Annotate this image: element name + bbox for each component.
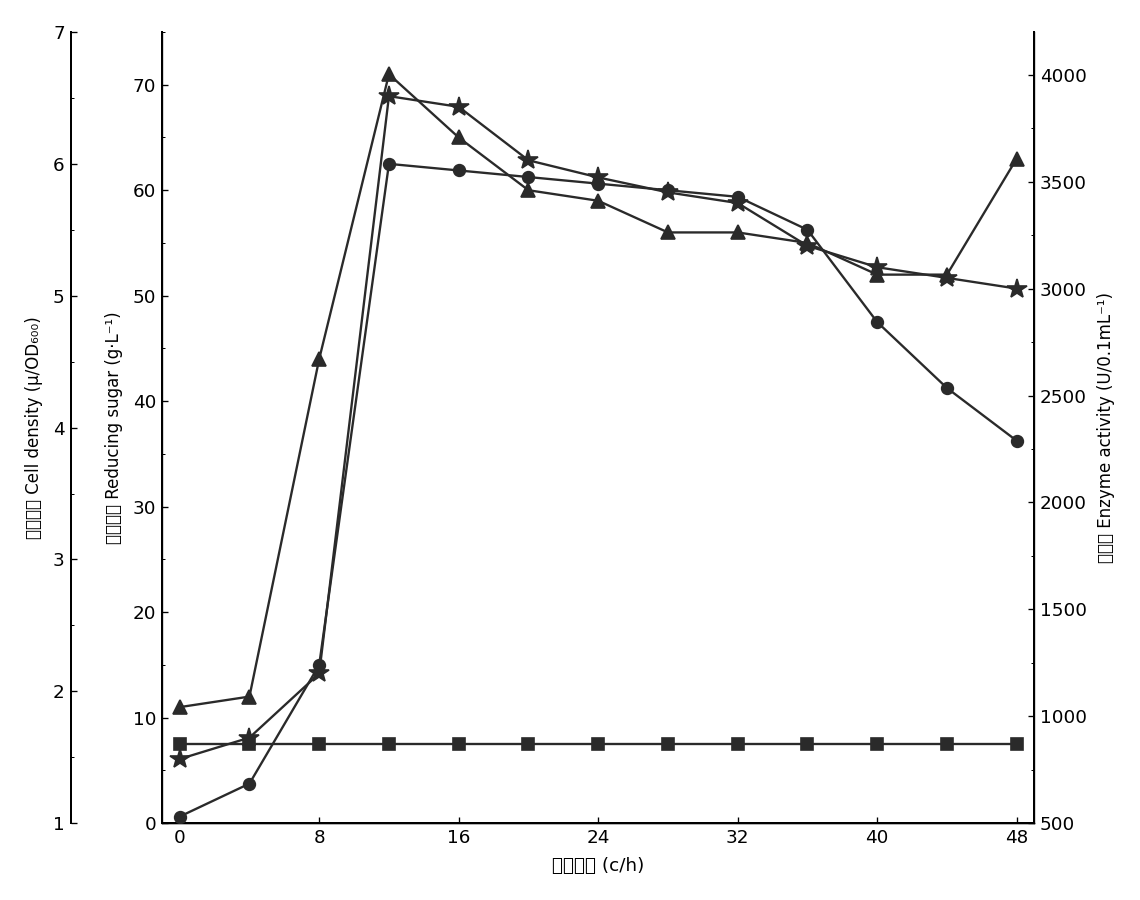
Y-axis label: 菌体密度 Cell density (μ/OD₆₀₀): 菌体密度 Cell density (μ/OD₆₀₀): [25, 316, 43, 539]
Y-axis label: 还原糖量 Reducing sugar (g·L⁻¹): 还原糖量 Reducing sugar (g·L⁻¹): [105, 311, 123, 544]
Y-axis label: 酶活力 Enzyme activity (U/0.1mL⁻¹): 酶活力 Enzyme activity (U/0.1mL⁻¹): [1097, 292, 1115, 563]
X-axis label: 发酵时间 (c/h): 发酵时间 (c/h): [552, 857, 644, 875]
